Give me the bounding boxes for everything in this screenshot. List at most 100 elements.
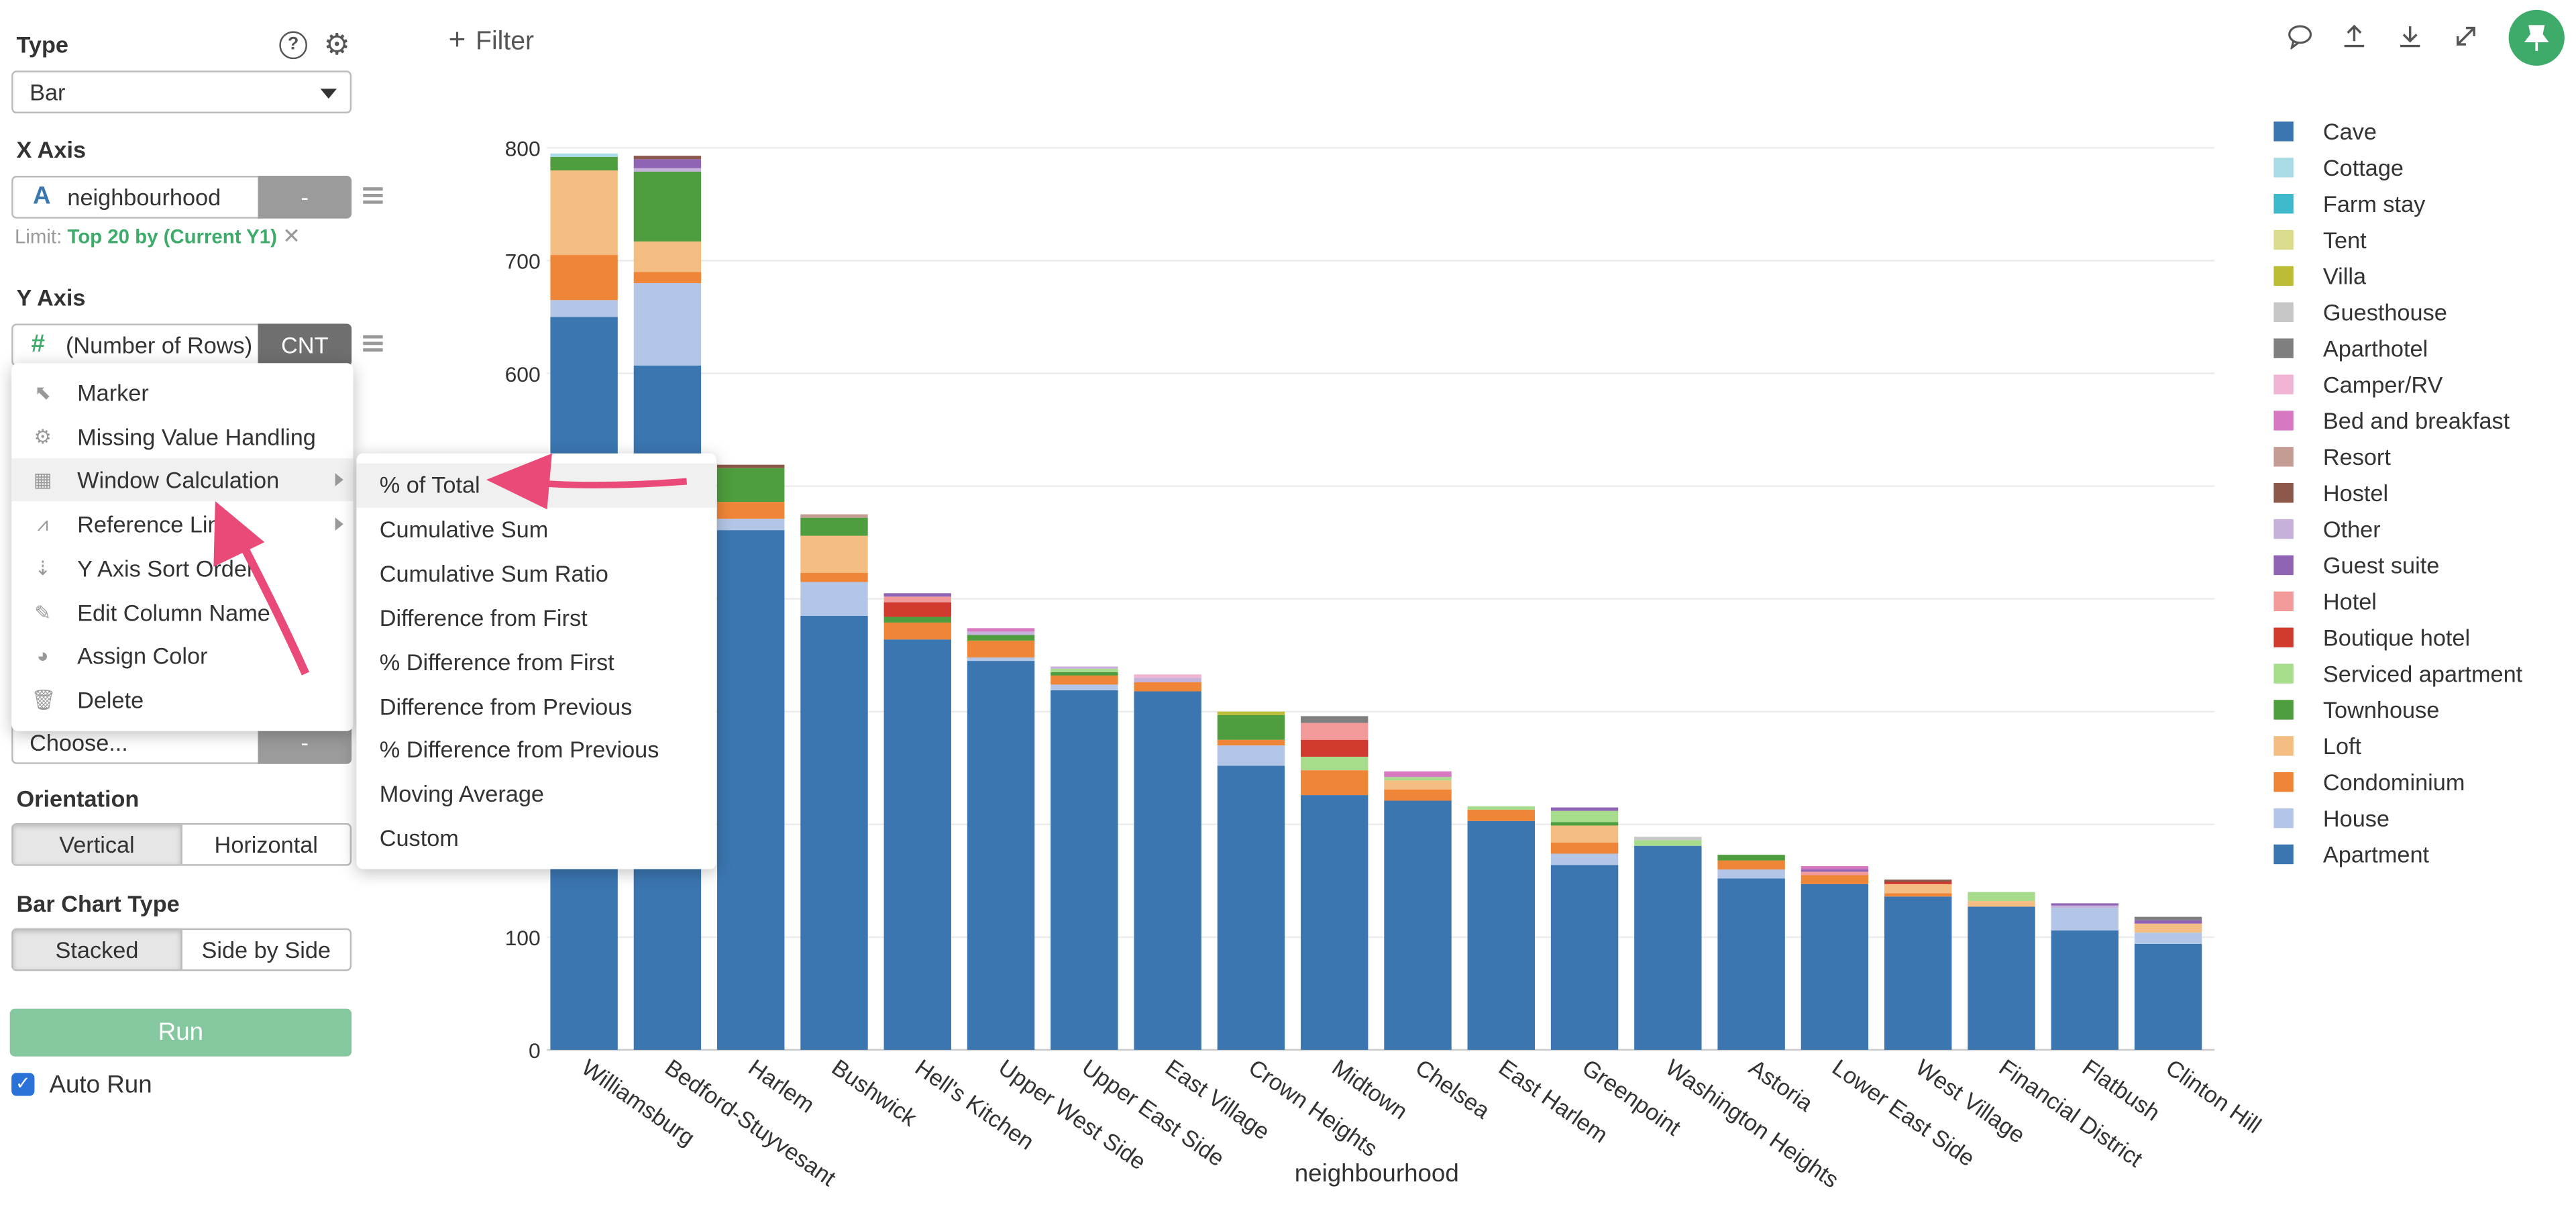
bar-segment[interactable] [1300, 739, 1368, 757]
bar-segment[interactable] [1801, 865, 1869, 870]
menu-item-reference-line[interactable]: ⩘ Reference Line [11, 503, 353, 546]
bar-segment[interactable] [1884, 893, 1952, 897]
limit-value[interactable]: Top 20 by (Current Y1) [67, 225, 277, 248]
bar-segment[interactable] [1134, 691, 1201, 1050]
submenu-item-9[interactable]: Custom [379, 825, 459, 852]
bar-segment[interactable] [1550, 853, 1619, 865]
bar-segment[interactable] [1801, 875, 1869, 884]
bar-segment[interactable] [633, 283, 702, 366]
bar-segment[interactable] [633, 272, 702, 284]
bar-segment[interactable] [967, 628, 1035, 632]
bar-segment[interactable] [883, 593, 951, 597]
bar-segment[interactable] [2134, 920, 2202, 924]
bar-segment[interactable] [883, 602, 951, 617]
bar-segment[interactable] [800, 582, 868, 616]
submenu-item-7[interactable]: % Difference from Previous [379, 737, 659, 763]
bar-segment[interactable] [2051, 908, 2118, 931]
bar-segment[interactable] [1217, 739, 1285, 746]
expand-icon[interactable] [2451, 23, 2481, 52]
bar-segment[interactable] [2051, 905, 2118, 908]
bar-segment[interactable] [716, 464, 785, 468]
bar-segment[interactable] [1550, 807, 1619, 811]
bar-segment[interactable] [1884, 884, 1952, 894]
bar-segment[interactable] [1384, 800, 1452, 1050]
y-axis-aggregate-button[interactable]: CNT [258, 323, 352, 367]
bar-segment[interactable] [883, 617, 951, 623]
bar-segment[interactable] [633, 241, 702, 272]
bar-type-side-by-side[interactable]: Side by Side [201, 936, 331, 963]
bar-segment[interactable] [1717, 855, 1785, 861]
submenu-item-6[interactable]: Difference from Previous [379, 692, 633, 719]
bar-segment[interactable] [1801, 871, 1869, 875]
bar-segment[interactable] [1217, 745, 1285, 766]
gear-icon[interactable]: ⚙ [323, 28, 350, 61]
bar-segment[interactable] [1300, 770, 1368, 796]
bar-segment[interactable] [2051, 903, 2118, 906]
submenu-item-1[interactable]: % of Total [356, 463, 716, 508]
bar-segment[interactable] [800, 535, 868, 574]
bar-segment[interactable] [967, 635, 1035, 641]
bar-segment[interactable] [550, 170, 618, 256]
orientation-toggle[interactable]: Vertical Horizontal [11, 822, 352, 866]
bar-segment[interactable] [800, 517, 868, 536]
bar-segment[interactable] [967, 640, 1035, 658]
download-icon[interactable] [2396, 23, 2425, 52]
submenu-item-3[interactable]: Cumulative Sum Ratio [379, 560, 608, 586]
bar-segment[interactable] [1217, 714, 1285, 740]
menu-item-edit-column-name[interactable]: ✎ Edit Column Name [11, 590, 353, 633]
bar-segment[interactable] [1051, 684, 1118, 690]
bar-segment[interactable] [1384, 771, 1452, 778]
bar-segment[interactable] [2051, 930, 2118, 1050]
submenu-item-4[interactable]: Difference from First [379, 604, 588, 631]
bar-type-toggle[interactable]: Stacked Side by Side [11, 928, 352, 971]
bar-segment[interactable] [633, 171, 702, 242]
bar-segment[interactable] [633, 156, 702, 160]
bar-segment[interactable] [1051, 668, 1118, 672]
bar-segment[interactable] [1134, 682, 1201, 692]
bar-segment[interactable] [633, 159, 702, 168]
bar-segment[interactable] [967, 661, 1035, 1050]
bar-segment[interactable] [1467, 806, 1535, 810]
bar-segment[interactable] [550, 156, 618, 171]
bar-segment[interactable] [967, 657, 1035, 661]
bar-segment[interactable] [883, 596, 951, 602]
bar-segment[interactable] [1051, 690, 1118, 1050]
bar-segment[interactable] [1051, 675, 1118, 685]
bar-segment[interactable] [633, 168, 702, 172]
x-axis-menu-icon[interactable] [363, 187, 383, 191]
bar-segment[interactable] [550, 300, 618, 317]
bar-segment[interactable] [800, 514, 868, 518]
bar-segment[interactable] [1968, 892, 2035, 902]
comment-icon[interactable] [2286, 23, 2315, 52]
bar-segment[interactable] [1217, 711, 1285, 715]
orientation-horizontal[interactable]: Horizontal [214, 831, 318, 858]
bar-segment[interactable] [1884, 880, 1952, 882]
auto-run-checkbox[interactable]: ✓ [11, 1073, 35, 1096]
bar-segment[interactable] [1384, 780, 1452, 790]
bar-segment[interactable] [1467, 820, 1535, 1050]
y-axis-menu-icon[interactable] [363, 335, 383, 339]
bar-segment[interactable] [967, 631, 1035, 635]
bar-segment[interactable] [1134, 678, 1201, 683]
x-axis-aggregate-button[interactable]: - [258, 176, 352, 219]
bar-segment[interactable] [1634, 840, 1702, 846]
bar-segment[interactable] [1801, 884, 1869, 1050]
bar-segment[interactable] [1717, 860, 1785, 870]
submenu-item-2[interactable]: Cumulative Sum [379, 515, 549, 542]
bar-segment[interactable] [716, 502, 785, 519]
bar-segment[interactable] [1467, 809, 1535, 821]
bar-segment[interactable] [1134, 674, 1201, 678]
bar-segment[interactable] [1968, 901, 2035, 907]
bar-segment[interactable] [1051, 672, 1118, 676]
submenu-item-5[interactable]: % Difference from First [379, 648, 614, 675]
bar-segment[interactable] [1968, 906, 2035, 1050]
menu-item-marker[interactable]: ⬉ Marker [11, 371, 353, 414]
bar-segment[interactable] [800, 615, 868, 1050]
bar-segment[interactable] [1717, 878, 1785, 1050]
menu-item-assign-color[interactable]: ◕ Assign Color [11, 635, 353, 678]
bar-segment[interactable] [1884, 882, 1952, 884]
bar-segment[interactable] [1384, 789, 1452, 801]
bar-segment[interactable] [2134, 943, 2202, 1050]
bar-segment[interactable] [883, 639, 951, 1050]
bar-segment[interactable] [1550, 825, 1619, 843]
